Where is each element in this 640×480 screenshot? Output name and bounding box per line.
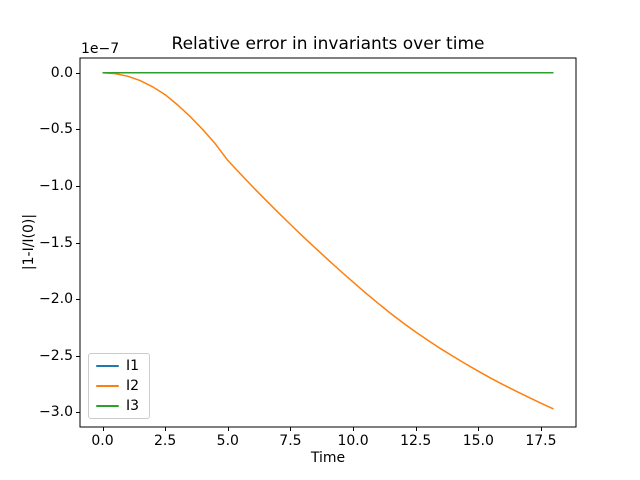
y-tick-label: 0.0 [50, 64, 73, 81]
x-tick-label: 7.5 [279, 433, 302, 449]
legend-label: I2 [126, 378, 140, 394]
x-tick-label: 5.0 [216, 433, 239, 449]
legend-line-sample-i3 [96, 405, 119, 407]
legend-line-sample-i2 [96, 385, 119, 387]
legend-label: I1 [126, 358, 140, 374]
legend-entry: I1 [96, 358, 149, 374]
y-tick-label: −2.0 [39, 291, 73, 308]
series-line-i2 [102, 71, 554, 410]
y-tick-label: −1.0 [39, 177, 73, 194]
x-tick-label: 10.0 [337, 433, 369, 449]
y-axis-offset-text: 1e−7 [81, 41, 120, 57]
legend: I1 I2 I3 [88, 353, 150, 419]
x-tick-label: 0.0 [91, 433, 114, 449]
legend-label: I3 [126, 398, 140, 414]
x-tick-label: 2.5 [154, 433, 177, 449]
legend-entry: I3 [96, 398, 149, 414]
chart-title: Relative error in invariants over time [171, 34, 485, 54]
axes-frame [79, 57, 577, 428]
x-axis-label: Time [310, 450, 346, 466]
legend-line-sample-i1 [96, 365, 119, 367]
y-tick-label: −2.5 [39, 347, 73, 364]
x-tick-label: 15.0 [462, 433, 494, 449]
x-tick-label: 12.5 [400, 433, 432, 449]
y-tick-label: −3.0 [39, 404, 73, 421]
y-tick-label: −0.5 [39, 121, 73, 138]
x-tick-label: 17.5 [525, 433, 557, 449]
y-tick-label: −1.5 [39, 234, 73, 251]
legend-entry: I2 [96, 378, 149, 394]
